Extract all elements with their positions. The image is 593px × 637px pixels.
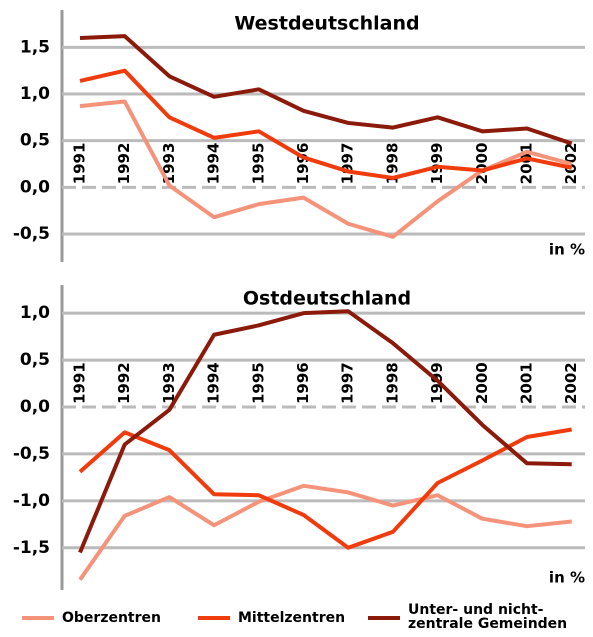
series-line (78, 427, 573, 550)
x-tick-label: 1995 (249, 143, 267, 185)
chart-title: Westdeutschland (234, 13, 419, 35)
y-tick-label: -1,0 (13, 491, 50, 511)
x-tick-label: 1994 (205, 362, 223, 404)
x-tick-label: 1997 (339, 143, 357, 185)
x-tick-label: 1991 (71, 362, 89, 404)
unit-label: in % (549, 569, 585, 587)
x-tick-label: 1993 (160, 143, 178, 185)
legend-label: Mittelzentren (238, 610, 346, 626)
x-tick-label: 2001 (518, 362, 536, 404)
x-tick-label: 1998 (383, 362, 401, 404)
unit-label: in % (549, 241, 585, 259)
y-tick-label: 0,5 (20, 131, 50, 151)
y-tick-label: 1,0 (20, 84, 50, 104)
legend-swatch (368, 616, 400, 620)
x-tick-label: 1995 (249, 362, 267, 404)
x-tick-label: 1996 (294, 362, 312, 404)
series-line (78, 309, 572, 554)
x-tick-label: 1993 (160, 362, 178, 404)
series-line (79, 99, 573, 239)
x-tick-label: 1994 (205, 143, 223, 185)
y-tick-label: -0,5 (13, 224, 50, 244)
x-tick-label: 1992 (115, 143, 133, 185)
y-tick-label: 1,5 (20, 37, 50, 57)
x-tick-label: 2000 (473, 362, 491, 404)
y-tick-label: 0,5 (20, 350, 50, 370)
chart: 1,5 1,0 0,5 0,0 -0,5 1991 1992 1993 1994 1995 1996… (13, 10, 585, 590)
legend-swatch (198, 616, 230, 620)
y-tick-label: -0,5 (13, 444, 50, 464)
x-tick-label: 1997 (339, 362, 357, 404)
x-tick-label: 1992 (115, 362, 133, 404)
y-tick-label: 0,0 (20, 177, 50, 197)
y-tick-label: -1,5 (13, 538, 50, 558)
x-tick-label: 1996 (294, 143, 312, 185)
x-tick-label: 1998 (383, 143, 401, 185)
x-tick-label: 2002 (562, 362, 580, 404)
x-tick-label: 1999 (428, 143, 446, 185)
series-line (79, 34, 573, 146)
legend-label: Oberzentren (62, 610, 161, 626)
series-line (79, 68, 573, 180)
x-tick-label: 1999 (428, 362, 446, 404)
series-line (78, 483, 572, 581)
x-tick-label: 2001 (518, 143, 536, 185)
y-tick-label: 0,0 (20, 397, 50, 417)
x-tick-label: 1991 (71, 143, 89, 185)
legend-swatch (22, 616, 54, 620)
y-tick-label: 1,0 (20, 303, 50, 323)
chart-title: Ostdeutschland (243, 288, 411, 310)
x-tick-label: 2000 (473, 143, 491, 185)
legend-label: Unter- und nicht- zentrale Gemeinden (408, 602, 568, 632)
